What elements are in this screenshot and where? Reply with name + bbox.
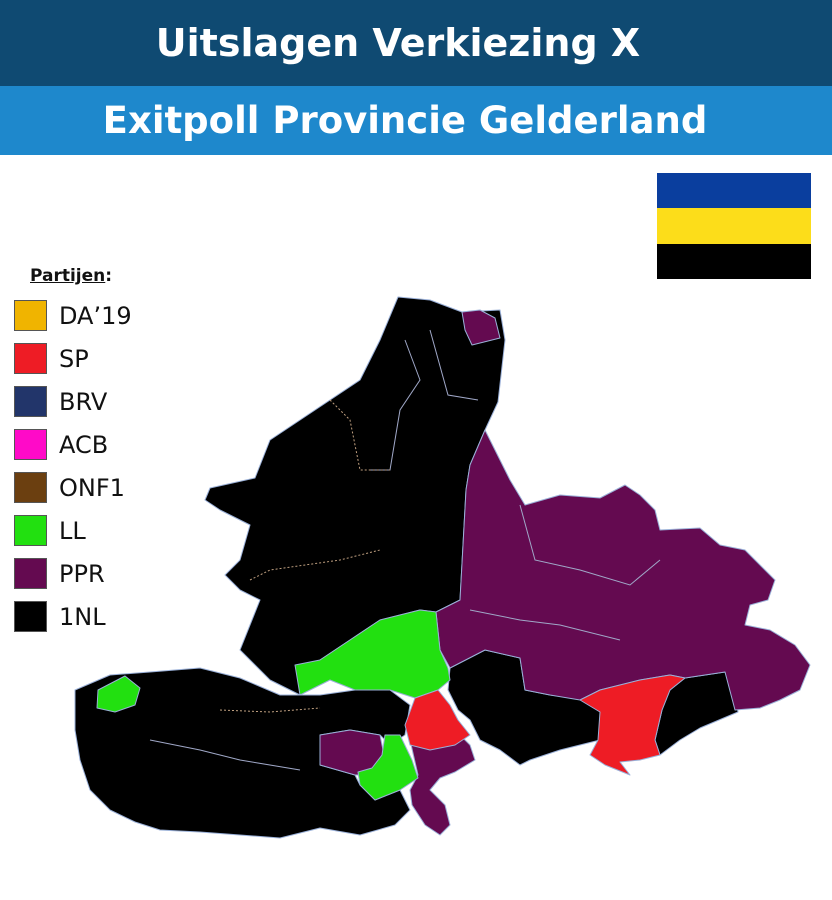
flag-gelderland: [657, 173, 811, 279]
region-ll-central: [294, 609, 451, 699]
legend-item: ACB: [14, 423, 194, 466]
legend-swatch: [14, 429, 47, 460]
border-line-7: [219, 707, 321, 713]
page-subtitle: Exitpoll Provincie Gelderland: [102, 99, 708, 142]
border-line-3: [329, 399, 390, 471]
border-line-2: [429, 329, 479, 401]
legend-label: 1NL: [59, 602, 106, 631]
legend-label: ONF1: [59, 473, 125, 502]
legend-label: PPR: [59, 559, 105, 588]
page-title: Uitslagen Verkiezing X: [155, 21, 641, 65]
legend: Partijen: DA’19 SP BRV ACB ONF1 LL PPR 1NL: [14, 266, 194, 638]
region-sp-southeast: [579, 674, 686, 776]
legend-swatch: [14, 300, 47, 331]
legend-item: ONF1: [14, 466, 194, 509]
flag-stripe-blue: [657, 173, 811, 209]
flag-stripe-black: [657, 243, 811, 279]
legend-label: SP: [59, 344, 89, 373]
subtitle-bar: Exitpoll Provincie Gelderland: [0, 86, 832, 155]
legend-item: PPR: [14, 552, 194, 595]
title-bar: Uitslagen Verkiezing X: [0, 0, 832, 86]
border-line-8: [149, 739, 301, 771]
legend-label: ACB: [59, 430, 109, 459]
legend-swatch: [14, 472, 47, 503]
legend-item: LL: [14, 509, 194, 552]
legend-label: BRV: [59, 387, 108, 416]
legend-title: Partijen:: [30, 266, 113, 286]
legend-swatch: [14, 386, 47, 417]
legend-label: DA’19: [59, 301, 132, 330]
legend-item: 1NL: [14, 595, 194, 638]
region-sp-central: [404, 689, 471, 751]
legend-swatch: [14, 515, 47, 546]
legend-item: DA’19: [14, 294, 194, 337]
region-ll-west: [96, 675, 141, 713]
region-ppr-east: [435, 429, 811, 711]
legend-swatch: [14, 343, 47, 374]
flag-stripe-yellow: [657, 208, 811, 244]
legend-swatch: [14, 601, 47, 632]
border-line-4: [249, 549, 381, 581]
border-line-1: [370, 339, 421, 471]
legend-label: LL: [59, 516, 86, 545]
region-1nl-northwest: [204, 296, 506, 696]
legend-swatch: [14, 558, 47, 589]
region-ll-south: [357, 734, 419, 801]
region-ppr-north: [461, 309, 501, 346]
border-line-6: [469, 609, 621, 641]
legend-item: BRV: [14, 380, 194, 423]
border-line-5: [519, 504, 661, 586]
legend-item: SP: [14, 337, 194, 380]
